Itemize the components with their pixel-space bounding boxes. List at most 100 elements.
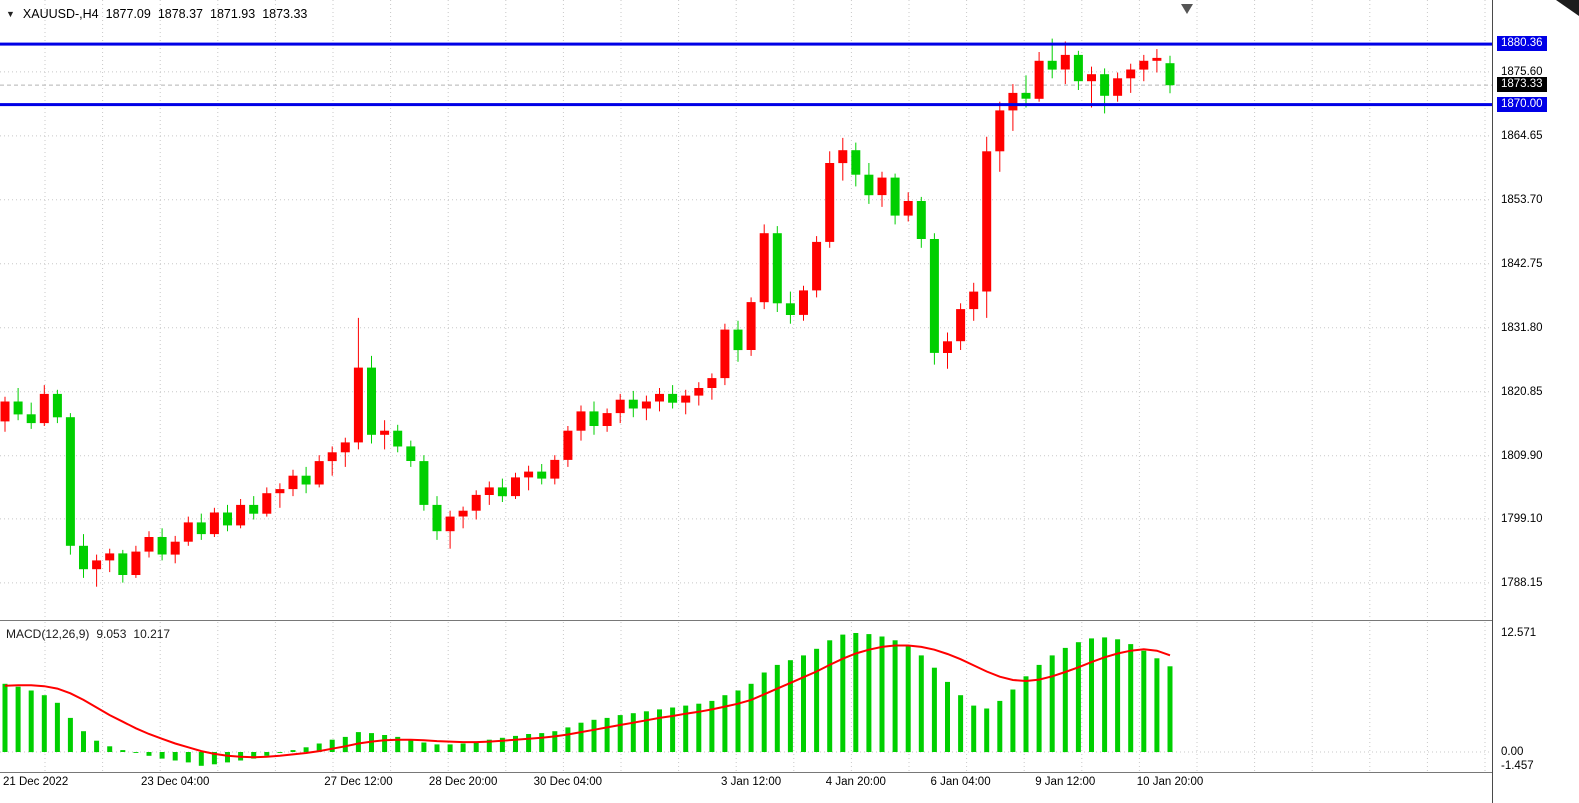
candle bbox=[484, 487, 494, 495]
candle bbox=[26, 414, 36, 424]
candle bbox=[314, 461, 324, 485]
macd-bar bbox=[774, 664, 780, 752]
price-axis-border bbox=[1492, 0, 1493, 803]
macd-bar bbox=[1023, 676, 1029, 753]
candle bbox=[628, 399, 638, 409]
candle bbox=[864, 174, 874, 196]
time-axis-label: 27 Dec 12:00 bbox=[324, 776, 393, 788]
candle bbox=[1034, 60, 1044, 99]
candle bbox=[511, 477, 520, 497]
macd-bar bbox=[1036, 664, 1042, 752]
time-axis-label: 23 Dec 04:00 bbox=[140, 776, 210, 788]
candle bbox=[851, 150, 861, 175]
price-tick-label: 1831.80 bbox=[1501, 322, 1543, 334]
macd-bar bbox=[1154, 658, 1160, 753]
horizontal-level-line[interactable] bbox=[0, 42, 1492, 46]
time-axis-label: 21 Dec 2022 bbox=[3, 776, 69, 788]
macd-bar bbox=[1128, 644, 1134, 753]
macd-bar bbox=[539, 733, 545, 752]
macd-bar bbox=[801, 655, 806, 752]
macd-bar bbox=[683, 705, 689, 752]
candle bbox=[563, 430, 573, 460]
macd-bar bbox=[853, 633, 859, 752]
candle bbox=[1100, 74, 1110, 96]
macd-bar bbox=[866, 634, 872, 752]
macd-bar bbox=[578, 722, 584, 753]
horizontal-level-line[interactable] bbox=[0, 103, 1492, 107]
price-tick-label: 1799.10 bbox=[1501, 513, 1543, 525]
macd-bar bbox=[735, 690, 741, 753]
level-price-tag: 1880.36 bbox=[1497, 36, 1547, 51]
candle bbox=[79, 545, 88, 570]
macd-bar bbox=[81, 731, 86, 752]
one-click-collapse-icon[interactable]: ▼ bbox=[6, 9, 15, 19]
macd-bar bbox=[159, 752, 165, 759]
macd-bar bbox=[395, 736, 401, 753]
candle bbox=[812, 241, 822, 291]
candle bbox=[995, 110, 1005, 152]
panel-divider[interactable] bbox=[0, 620, 1579, 621]
chart-shift-marker-icon[interactable] bbox=[1181, 4, 1193, 14]
macd-bar bbox=[473, 741, 479, 752]
macd-bar bbox=[565, 727, 571, 752]
candle bbox=[367, 367, 376, 435]
level-price-tag: 1870.00 bbox=[1497, 97, 1547, 112]
macd-bar bbox=[447, 744, 453, 752]
macd-bar bbox=[617, 715, 623, 752]
candle bbox=[772, 233, 782, 304]
price-axis[interactable]: 1875.60 1864.65 1853.70 1842.75 1831.80 1820.… bbox=[1493, 0, 1579, 803]
macd-bar bbox=[1075, 642, 1081, 752]
candle bbox=[497, 487, 507, 497]
macd-chart-canvas[interactable] bbox=[0, 622, 1492, 772]
macd-bar bbox=[1141, 650, 1147, 752]
candle bbox=[406, 446, 416, 461]
candle bbox=[524, 471, 534, 478]
candle bbox=[393, 430, 403, 447]
macd-bar bbox=[945, 681, 950, 752]
candle bbox=[131, 551, 141, 575]
candle bbox=[916, 201, 926, 239]
macd-indicator-label: MACD(12,26,9) bbox=[6, 627, 90, 641]
macd-bar bbox=[984, 708, 990, 753]
candle bbox=[327, 452, 337, 462]
candle bbox=[668, 393, 678, 403]
candle bbox=[943, 341, 952, 353]
macd-signal-line bbox=[4, 644, 1171, 759]
candle bbox=[249, 504, 259, 514]
price-tick-label: 1788.15 bbox=[1501, 577, 1543, 589]
time-axis[interactable]: 21 Dec 2022 23 Dec 04:00 27 Dec 12:00 28 De… bbox=[0, 773, 1492, 803]
macd-bar bbox=[329, 739, 335, 752]
candle bbox=[969, 291, 979, 310]
candle bbox=[353, 367, 363, 443]
time-axis-label: 10 Jan 20:00 bbox=[1136, 776, 1204, 788]
macd-bar bbox=[840, 634, 846, 752]
macd-bar bbox=[225, 752, 230, 763]
macd-bar bbox=[657, 709, 662, 752]
macd-bar bbox=[382, 735, 388, 752]
candle bbox=[13, 401, 23, 415]
price-tick-label: 1875.60 bbox=[1501, 66, 1543, 78]
time-axis-label: 3 Jan 12:00 bbox=[721, 776, 782, 788]
price-chart-canvas[interactable] bbox=[0, 0, 1492, 620]
candle bbox=[1021, 92, 1031, 99]
candle bbox=[52, 393, 62, 418]
candle bbox=[799, 290, 808, 315]
candle bbox=[537, 471, 547, 479]
time-axis-label: 30 Dec 04:00 bbox=[533, 776, 603, 788]
candle bbox=[589, 411, 599, 426]
macd-bar bbox=[971, 705, 977, 752]
candle bbox=[196, 522, 206, 535]
macd-bar bbox=[827, 640, 833, 752]
macd-bar bbox=[421, 742, 427, 752]
macd-bar bbox=[94, 740, 100, 753]
macd-bar bbox=[1010, 689, 1016, 752]
candle bbox=[681, 395, 691, 403]
macd-bar bbox=[120, 750, 126, 752]
corner-triangle-icon bbox=[1556, 0, 1579, 16]
macd-bar bbox=[814, 648, 820, 752]
price-tick-label: 1820.85 bbox=[1501, 386, 1543, 398]
candle bbox=[576, 411, 586, 431]
time-axis-label: 6 Jan 04:00 bbox=[930, 776, 991, 788]
macd-tick-label: 0.00 bbox=[1501, 746, 1524, 758]
